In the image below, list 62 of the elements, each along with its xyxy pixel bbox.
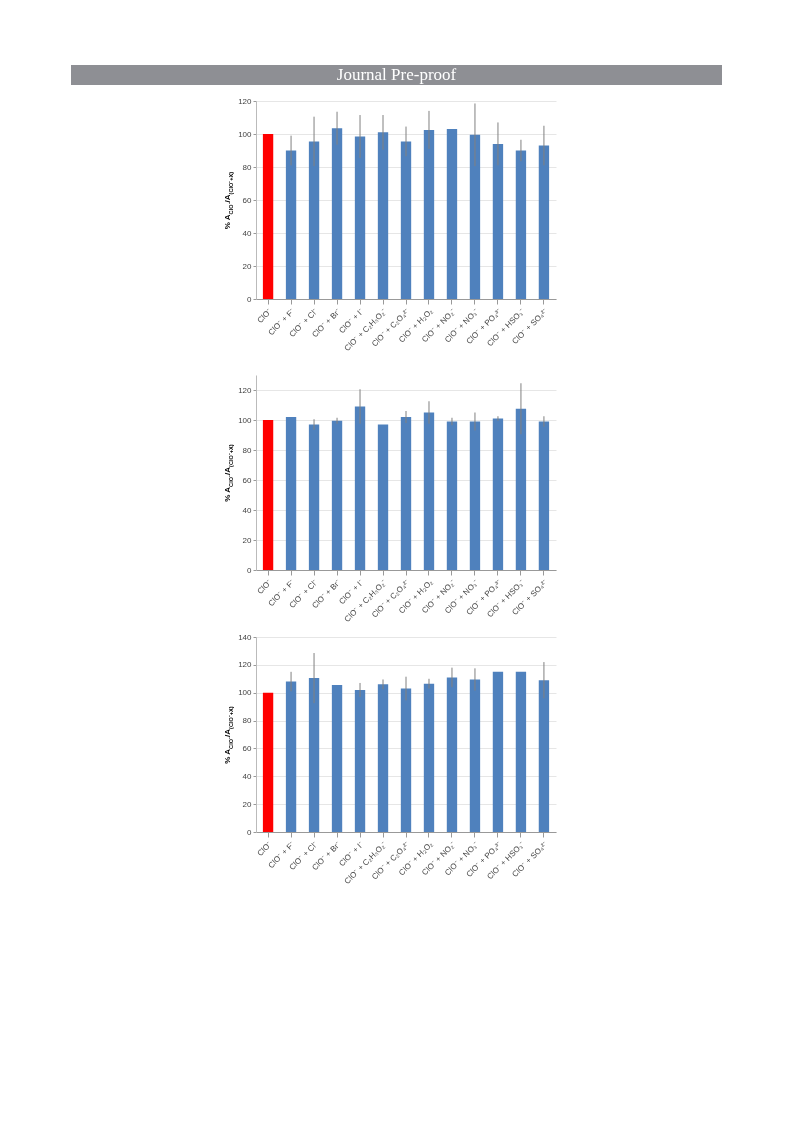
bar	[354, 689, 366, 832]
y-tick-label: 80	[242, 445, 253, 455]
bar	[400, 417, 412, 570]
bar	[308, 678, 320, 832]
y-tick-label: 120	[238, 660, 253, 670]
bar	[446, 129, 458, 299]
bar	[538, 680, 550, 832]
bar	[446, 421, 458, 570]
bar	[423, 683, 435, 832]
bar	[285, 150, 297, 299]
bar	[515, 671, 527, 832]
bar	[400, 688, 412, 832]
bar	[400, 141, 412, 299]
bar	[354, 136, 366, 299]
y-tick-label: 0	[247, 827, 253, 837]
y-tick-label: 60	[242, 743, 253, 753]
y-tick-label: 40	[242, 771, 253, 781]
bar	[538, 421, 550, 570]
bar	[492, 418, 504, 570]
bar	[262, 134, 274, 299]
bar	[285, 681, 297, 832]
y-tick-label: 20	[242, 535, 253, 545]
y-tick-label: 20	[242, 799, 253, 809]
y-tick-label: 80	[242, 716, 253, 726]
y-tick-label: 120	[238, 385, 253, 395]
y-tick-label: 100	[238, 129, 253, 139]
bar	[538, 145, 550, 299]
bar	[262, 420, 274, 570]
y-tick-label: 100	[238, 415, 253, 425]
y-tick-label: 80	[242, 162, 253, 172]
bar	[515, 408, 527, 570]
bar	[331, 685, 343, 832]
text: Journal Pre-proof	[71, 65, 722, 85]
y-tick-label: 40	[242, 228, 253, 238]
y-tick-label: 100	[238, 688, 253, 698]
y-tick-label: 60	[242, 475, 253, 485]
y-tick-label: 60	[242, 195, 253, 205]
bar	[423, 129, 435, 299]
y-tick-label: 40	[242, 505, 253, 515]
bar	[446, 677, 458, 832]
bar	[377, 684, 389, 832]
y-tick-label: 0	[247, 565, 253, 575]
bar	[469, 134, 481, 299]
bar	[377, 424, 389, 570]
bar	[331, 128, 343, 299]
bar	[308, 424, 320, 570]
y-tick-label: 140	[238, 632, 253, 642]
bar	[354, 406, 366, 570]
bar	[377, 132, 389, 299]
y-tick-label: 120	[238, 96, 253, 106]
y-tick-label: 0	[247, 294, 253, 304]
bar	[285, 417, 297, 570]
bar	[492, 143, 504, 299]
bar	[262, 692, 274, 832]
bar	[515, 150, 527, 299]
y-tick-label: 20	[242, 261, 253, 271]
bar	[469, 421, 481, 570]
bar	[423, 412, 435, 570]
bar	[492, 671, 504, 832]
bar	[469, 679, 481, 832]
bar	[331, 420, 343, 570]
bar	[308, 141, 320, 299]
